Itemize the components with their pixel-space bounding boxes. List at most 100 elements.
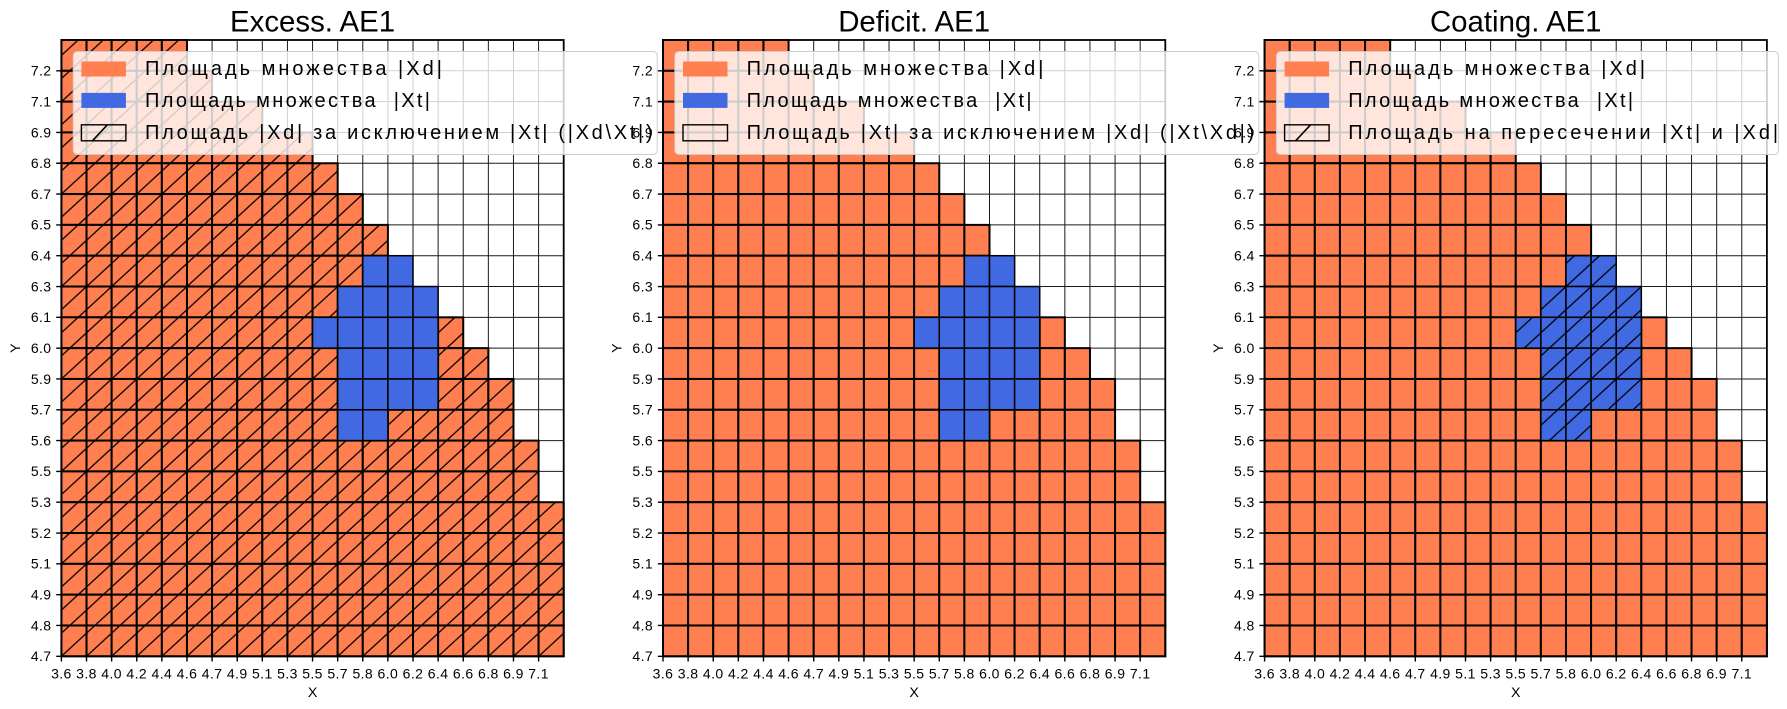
- svg-text:5.3: 5.3: [1480, 665, 1501, 681]
- svg-text:5.8: 5.8: [352, 665, 373, 681]
- svg-text:4.7: 4.7: [1234, 648, 1255, 664]
- svg-text:6.8: 6.8: [478, 665, 499, 681]
- svg-text:5.5: 5.5: [904, 665, 925, 681]
- svg-text:4.7: 4.7: [1405, 665, 1426, 681]
- svg-text:4.7: 4.7: [31, 648, 52, 664]
- svg-text:6.4: 6.4: [632, 248, 653, 264]
- svg-text:5.3: 5.3: [632, 494, 653, 510]
- svg-text:6.5: 6.5: [31, 217, 52, 233]
- svg-text:Площадь множества |Xt|: Площадь множества |Xt|: [145, 90, 432, 112]
- svg-text:4.9: 4.9: [1430, 665, 1451, 681]
- svg-text:6.4: 6.4: [1631, 665, 1652, 681]
- svg-text:5.6: 5.6: [632, 432, 653, 448]
- svg-text:X: X: [1511, 685, 1521, 701]
- svg-text:5.1: 5.1: [252, 665, 273, 681]
- svg-text:5.6: 5.6: [1234, 432, 1255, 448]
- svg-text:5.9: 5.9: [31, 371, 52, 387]
- svg-text:6.4: 6.4: [428, 665, 449, 681]
- svg-text:7.2: 7.2: [31, 63, 52, 79]
- svg-text:7.2: 7.2: [632, 63, 653, 79]
- svg-text:5.1: 5.1: [1234, 556, 1255, 572]
- svg-text:3.6: 3.6: [653, 665, 674, 681]
- svg-text:4.9: 4.9: [227, 665, 248, 681]
- svg-text:6.3: 6.3: [1234, 278, 1255, 294]
- svg-text:Coating. AE1: Coating. AE1: [1430, 5, 1602, 38]
- svg-text:6.8: 6.8: [1080, 665, 1101, 681]
- svg-text:6.7: 6.7: [1234, 186, 1255, 202]
- svg-text:5.1: 5.1: [854, 665, 875, 681]
- svg-text:6.8: 6.8: [632, 155, 653, 171]
- svg-text:7.1: 7.1: [528, 665, 549, 681]
- svg-text:6.8: 6.8: [31, 155, 52, 171]
- svg-text:6.8: 6.8: [1234, 155, 1255, 171]
- svg-text:5.1: 5.1: [632, 556, 653, 572]
- svg-text:6.7: 6.7: [632, 186, 653, 202]
- svg-text:6.0: 6.0: [378, 665, 399, 681]
- svg-text:4.8: 4.8: [1234, 617, 1255, 633]
- svg-text:5.3: 5.3: [277, 665, 298, 681]
- svg-text:6.9: 6.9: [632, 124, 653, 140]
- svg-text:5.3: 5.3: [31, 494, 52, 510]
- svg-text:4.0: 4.0: [101, 665, 122, 681]
- svg-text:5.7: 5.7: [327, 665, 348, 681]
- svg-text:Excess. AE1: Excess. AE1: [230, 5, 395, 38]
- svg-text:4.8: 4.8: [632, 617, 653, 633]
- svg-text:4.6: 4.6: [778, 665, 799, 681]
- svg-text:6.2: 6.2: [1004, 665, 1025, 681]
- svg-text:3.6: 3.6: [51, 665, 72, 681]
- svg-text:5.5: 5.5: [1234, 463, 1255, 479]
- svg-text:4.6: 4.6: [1380, 665, 1401, 681]
- svg-text:5.5: 5.5: [1505, 665, 1526, 681]
- svg-text:5.5: 5.5: [302, 665, 323, 681]
- svg-text:4.2: 4.2: [1330, 665, 1351, 681]
- svg-text:Площадь множества |Xt|: Площадь множества |Xt|: [747, 90, 1034, 112]
- svg-text:X: X: [308, 685, 318, 701]
- svg-text:6.9: 6.9: [1105, 665, 1126, 681]
- svg-text:3.8: 3.8: [1279, 665, 1300, 681]
- svg-text:5.2: 5.2: [31, 525, 52, 541]
- svg-text:6.9: 6.9: [1706, 665, 1727, 681]
- svg-text:5.1: 5.1: [31, 556, 52, 572]
- svg-text:6.0: 6.0: [632, 340, 653, 356]
- svg-text:Deficit. AE1: Deficit. AE1: [838, 5, 990, 38]
- svg-text:5.1: 5.1: [1455, 665, 1476, 681]
- svg-text:4.2: 4.2: [126, 665, 147, 681]
- svg-text:6.0: 6.0: [1581, 665, 1602, 681]
- svg-text:Площадь |Xt| за исключением |X: Площадь |Xt| за исключением |Xd| (|Xt\Xd…: [747, 122, 1257, 144]
- svg-text:6.4: 6.4: [1234, 248, 1255, 264]
- svg-text:5.3: 5.3: [879, 665, 900, 681]
- svg-text:3.8: 3.8: [678, 665, 699, 681]
- svg-text:Площадь |Xd| за исключением |X: Площадь |Xd| за исключением |Xt| (|Xd\Xt…: [145, 122, 655, 144]
- svg-text:6.1: 6.1: [632, 309, 653, 325]
- svg-text:5.5: 5.5: [632, 463, 653, 479]
- svg-text:5.9: 5.9: [1234, 371, 1255, 387]
- svg-text:6.0: 6.0: [31, 340, 52, 356]
- svg-text:4.9: 4.9: [31, 586, 52, 602]
- svg-text:6.2: 6.2: [1606, 665, 1627, 681]
- svg-text:4.4: 4.4: [152, 665, 173, 681]
- svg-text:7.1: 7.1: [31, 93, 52, 109]
- svg-text:6.1: 6.1: [1234, 309, 1255, 325]
- svg-text:6.9: 6.9: [503, 665, 524, 681]
- svg-text:6.5: 6.5: [632, 217, 653, 233]
- svg-text:5.9: 5.9: [632, 371, 653, 387]
- svg-text:4.4: 4.4: [1355, 665, 1376, 681]
- svg-text:6.9: 6.9: [1234, 124, 1255, 140]
- svg-text:5.7: 5.7: [1531, 665, 1552, 681]
- svg-text:4.8: 4.8: [31, 617, 52, 633]
- svg-text:Y: Y: [609, 343, 625, 353]
- svg-text:6.1: 6.1: [31, 309, 52, 325]
- svg-text:6.4: 6.4: [1029, 665, 1050, 681]
- svg-text:6.7: 6.7: [31, 186, 52, 202]
- svg-text:4.9: 4.9: [828, 665, 849, 681]
- svg-text:5.3: 5.3: [1234, 494, 1255, 510]
- svg-text:6.3: 6.3: [632, 278, 653, 294]
- svg-text:4.2: 4.2: [728, 665, 749, 681]
- svg-text:5.7: 5.7: [31, 402, 52, 418]
- svg-text:Площадь на пересечении |Xt| и: Площадь на пересечении |Xt| и |Xd|: [1348, 122, 1781, 144]
- svg-text:6.6: 6.6: [1656, 665, 1677, 681]
- svg-text:5.2: 5.2: [1234, 525, 1255, 541]
- svg-text:Площадь множества |Xd|: Площадь множества |Xd|: [747, 58, 1047, 80]
- svg-text:6.4: 6.4: [31, 248, 52, 264]
- svg-text:5.6: 5.6: [31, 432, 52, 448]
